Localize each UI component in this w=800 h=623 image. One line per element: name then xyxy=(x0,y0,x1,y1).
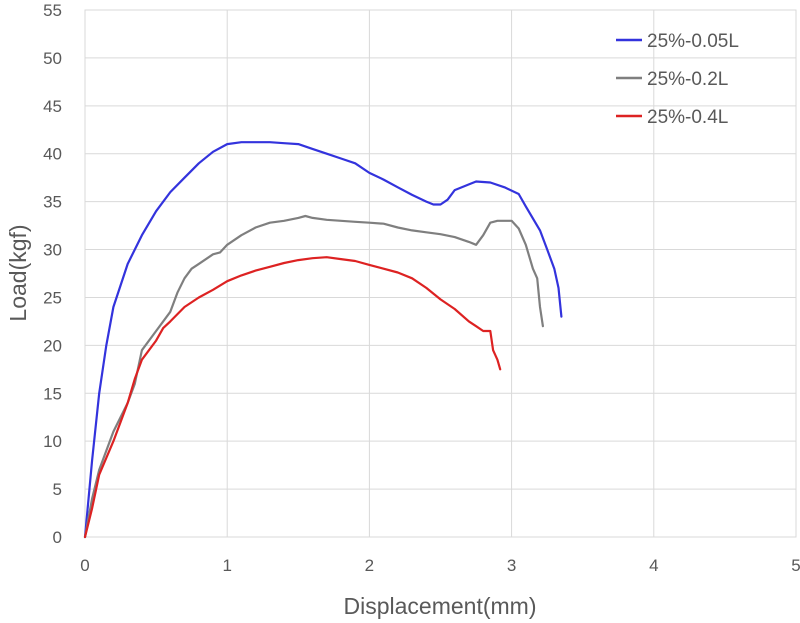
series-line-3 xyxy=(83,256,502,539)
y-tick-label: 40 xyxy=(43,145,62,164)
series-line-1 xyxy=(83,141,563,539)
x-tick-label: 4 xyxy=(649,556,658,575)
legend-label: 25%-0.2L xyxy=(647,69,728,90)
x-tick-label: 5 xyxy=(791,556,800,575)
series-line-2 xyxy=(83,214,544,539)
x-tick-label: 1 xyxy=(222,556,231,575)
x-tick-label: 3 xyxy=(507,556,516,575)
y-axis-title: Load(kgf) xyxy=(5,224,31,321)
plot-area-border xyxy=(84,9,797,538)
y-tick-label: 20 xyxy=(43,336,62,355)
y-tick-label: 45 xyxy=(43,97,62,116)
y-tick-label: 0 xyxy=(53,528,62,547)
x-tick-label: 2 xyxy=(365,556,374,575)
y-tick-label: 50 xyxy=(43,49,62,68)
y-tick-label: 10 xyxy=(43,432,62,451)
x-tick-label: 0 xyxy=(80,556,89,575)
y-axis-ticks: 0 5 10 15 20 25 30 35 40 45 50 55 xyxy=(43,1,62,547)
y-tick-label: 35 xyxy=(43,193,62,212)
y-tick-label: 25 xyxy=(43,288,62,307)
y-tick-label: 5 xyxy=(53,480,62,499)
legend: 25%-0.05L 25%-0.2L 25%-0.4L xyxy=(616,31,739,128)
legend-label: 25%-0.4L xyxy=(647,107,728,128)
y-tick-label: 30 xyxy=(43,241,62,260)
legend-label: 25%-0.05L xyxy=(647,31,739,52)
x-axis-title: Displacement(mm) xyxy=(344,593,537,619)
y-tick-label: 15 xyxy=(43,384,62,403)
x-axis-ticks: 0 1 2 3 4 5 xyxy=(80,556,800,575)
y-tick-label: 55 xyxy=(43,1,62,20)
series-lines xyxy=(83,141,563,539)
